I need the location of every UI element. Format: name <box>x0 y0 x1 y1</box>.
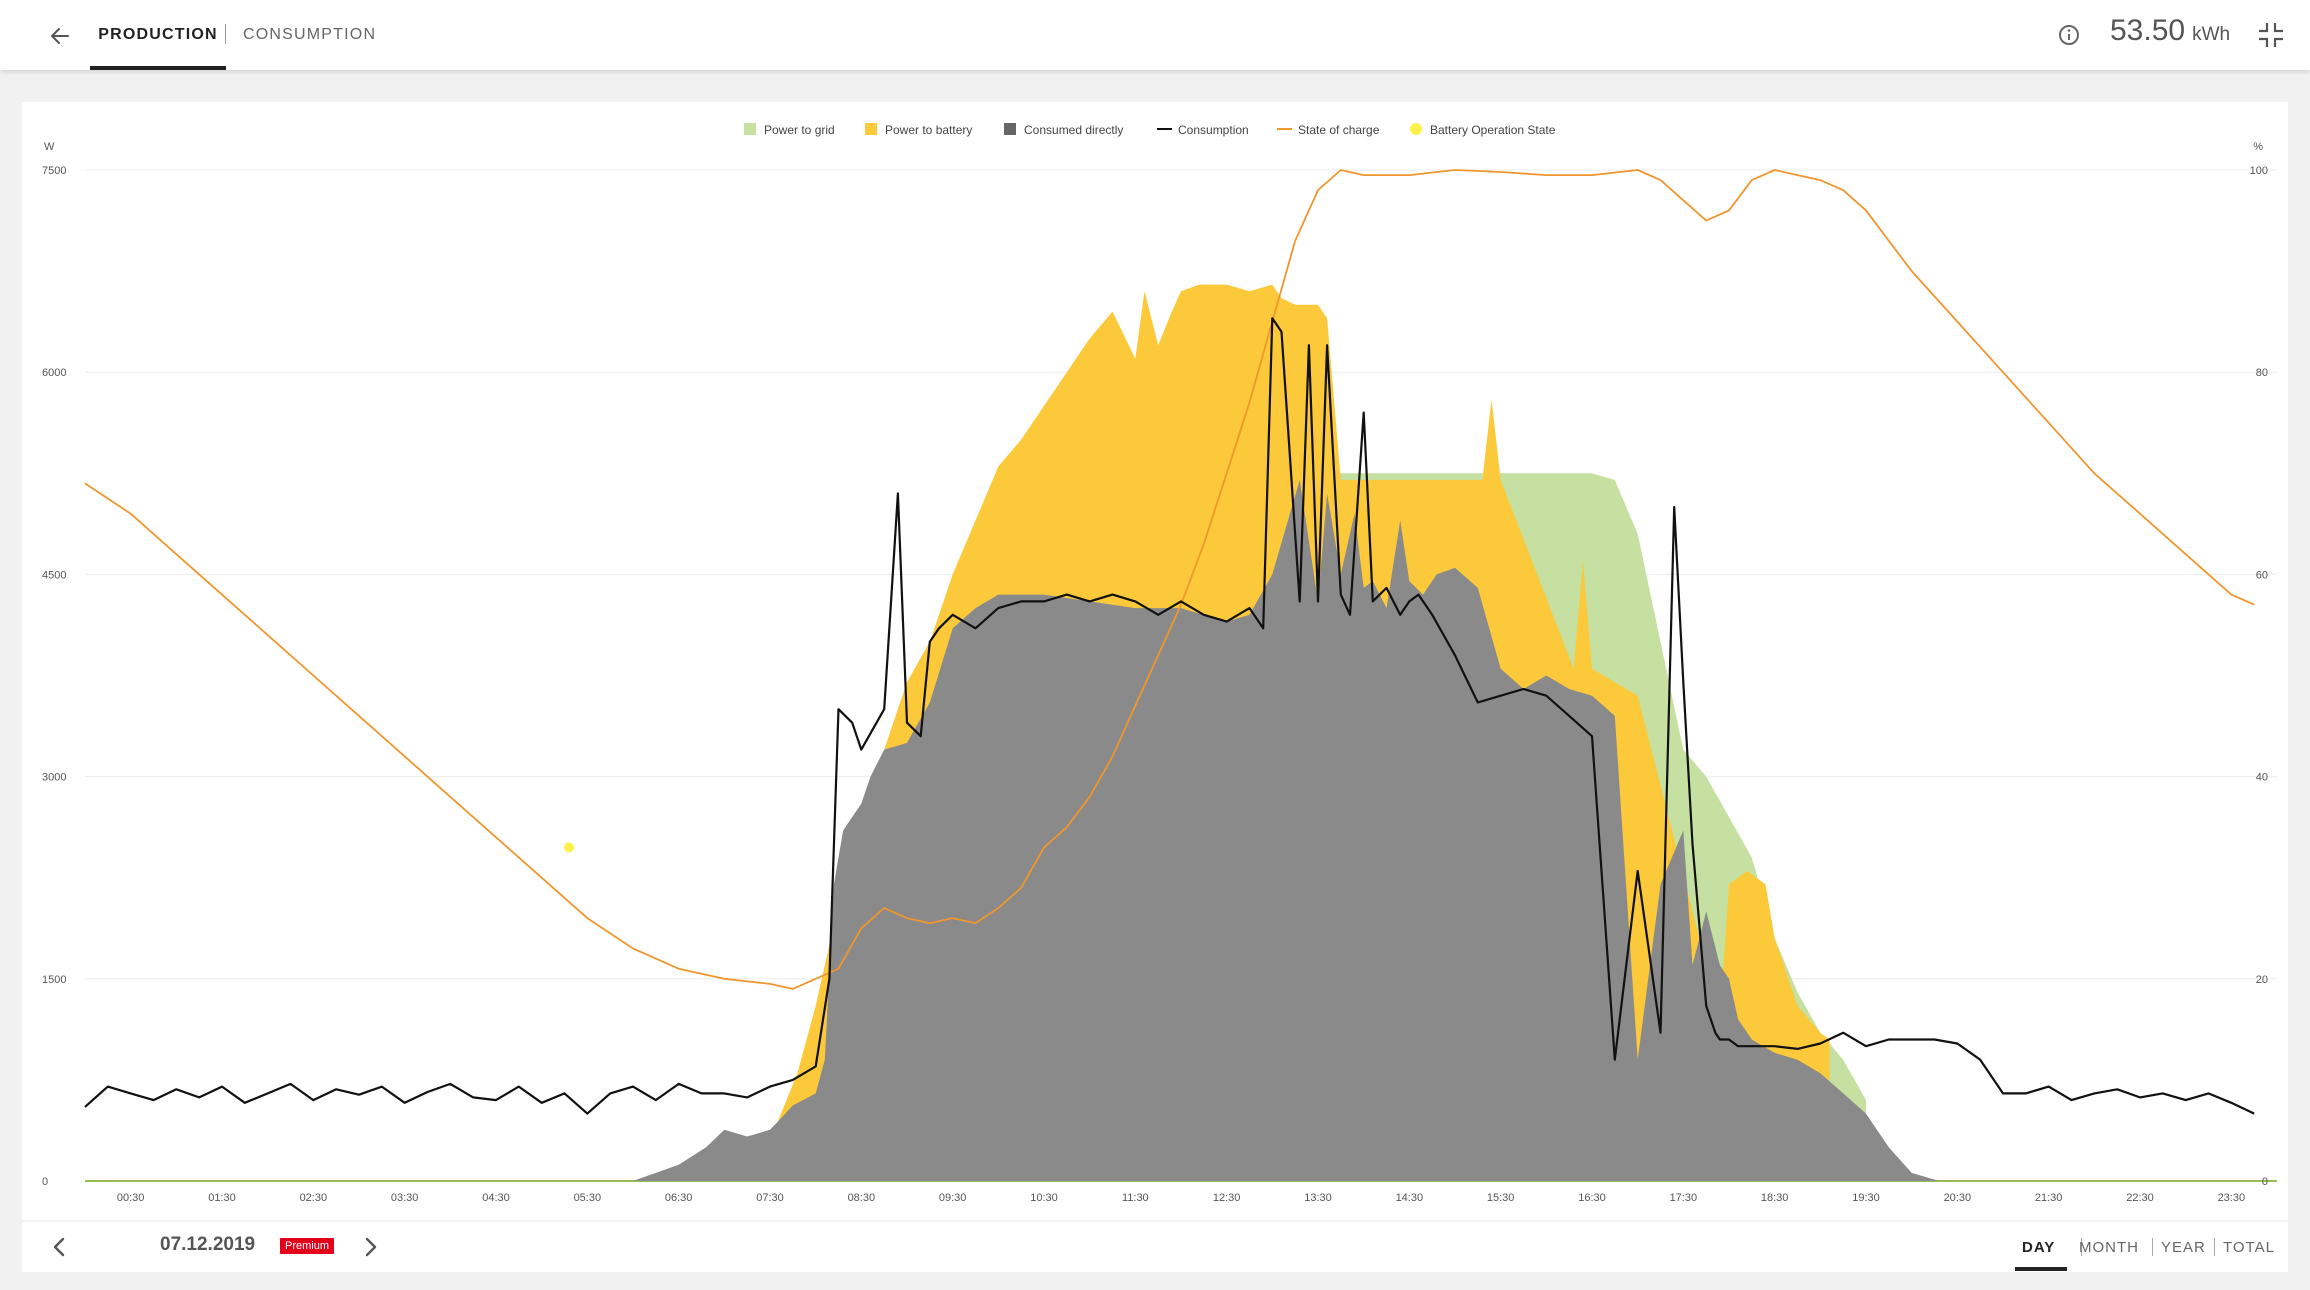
active-period-indicator <box>2015 1267 2067 1271</box>
x-tick-label: 12:30 <box>1213 1192 1241 1204</box>
tab-consumption[interactable]: CONSUMPTION <box>243 0 376 70</box>
x-tick-label: 09:30 <box>939 1192 967 1204</box>
y-right-tick-label: 100 <box>2250 165 2268 177</box>
next-day-button[interactable] <box>354 1230 388 1264</box>
x-tick-label: 06:30 <box>665 1192 693 1204</box>
legend-label: Battery Operation State <box>1430 123 1556 137</box>
previous-day-button[interactable] <box>42 1230 76 1264</box>
y-left-tick-label: 1500 <box>42 974 66 986</box>
series-consumption <box>84 317 2255 1115</box>
x-tick-label: 15:30 <box>1487 1192 1515 1204</box>
chart-lines <box>84 169 2255 1115</box>
production-chart: 0 0 1500 20 3000 40 4500 60 6000 80 7500 100 W % 00:30… <box>42 123 2277 1204</box>
total-energy: 53.50 kWh <box>2110 14 2230 54</box>
legend-label: State of charge <box>1298 123 1380 137</box>
battery-operation-state-marker <box>564 842 575 853</box>
tab-consumption-label: CONSUMPTION <box>243 26 377 43</box>
x-tick-label: 16:30 <box>1578 1192 1606 1204</box>
period-divider <box>2081 1238 2082 1256</box>
total-energy-value: 53.50 <box>2110 14 2186 47</box>
y-left-tick-label: 6000 <box>42 367 66 379</box>
chart-legend: Power to grid Power to battery Consumed di… <box>744 123 1556 137</box>
y-right-unit: % <box>2253 141 2263 153</box>
x-tick-label: 20:30 <box>1944 1192 1972 1204</box>
x-tick-label: 07:30 <box>756 1192 784 1204</box>
period-year[interactable]: YEAR <box>2161 1238 2206 1256</box>
y-right-tick-label: 80 <box>2256 367 2268 379</box>
chevron-right-icon <box>365 1237 377 1257</box>
x-tick-label: 22:30 <box>2126 1192 2154 1204</box>
back-arrow-icon <box>51 28 69 44</box>
period-divider <box>2152 1238 2153 1256</box>
y-left-tick-label: 7500 <box>42 165 66 177</box>
premium-badge: Premium <box>280 1238 335 1254</box>
chart-areas <box>85 284 2277 1182</box>
collapse-button[interactable] <box>2256 20 2286 50</box>
x-tick-label: 19:30 <box>1852 1192 1880 1204</box>
legend-swatch <box>1004 123 1016 135</box>
x-tick-label: 10:30 <box>1030 1192 1058 1204</box>
legend-label: Consumption <box>1178 123 1249 137</box>
legend-swatch <box>744 123 756 135</box>
info-icon <box>2059 25 2079 45</box>
y-left-tick-label: 0 <box>42 1176 48 1188</box>
x-tick-label: 18:30 <box>1761 1192 1789 1204</box>
x-tick-label: 13:30 <box>1304 1192 1332 1204</box>
bottom-bar: 07.12.2019 Premium DAY MONTH YEAR TOTAL <box>22 1222 2288 1272</box>
period-day[interactable]: DAY <box>2022 1238 2056 1256</box>
y-left-unit: W <box>44 141 55 153</box>
x-tick-label: 00:30 <box>117 1192 145 1204</box>
x-tick-label: 17:30 <box>1670 1192 1698 1204</box>
y-right-tick-label: 40 <box>2256 772 2268 784</box>
y-left-tick-label: 4500 <box>42 569 66 581</box>
x-tick-label: 01:30 <box>208 1192 236 1204</box>
active-tab-indicator <box>90 66 226 70</box>
y-right-tick-label: 0 <box>2262 1176 2268 1188</box>
period-divider <box>2214 1238 2215 1256</box>
legend-swatch <box>865 123 877 135</box>
tab-production-label: PRODUCTION <box>98 26 218 43</box>
collapse-icon <box>2259 23 2283 47</box>
y-right-tick-label: 60 <box>2256 569 2268 581</box>
chevron-left-icon <box>53 1237 65 1257</box>
chart-axes: 0 0 1500 20 3000 40 4500 60 6000 80 7500 100 W % 00:30… <box>42 141 2268 1204</box>
x-tick-label: 02:30 <box>300 1192 328 1204</box>
series-state-of-charge <box>84 169 2255 990</box>
x-tick-label: 11:30 <box>1122 1192 1149 1204</box>
x-tick-label: 08:30 <box>848 1192 876 1204</box>
x-tick-label: 04:30 <box>482 1192 510 1204</box>
y-left-tick-label: 3000 <box>42 772 66 784</box>
x-tick-label: 05:30 <box>574 1192 602 1204</box>
y-right-tick-label: 20 <box>2256 974 2268 986</box>
legend-label: Power to grid <box>764 123 835 137</box>
tab-divider <box>225 24 226 44</box>
x-tick-label: 14:30 <box>1396 1192 1424 1204</box>
period-month[interactable]: MONTH <box>2079 1238 2139 1256</box>
total-energy-unit: kWh <box>2192 24 2231 45</box>
period-total[interactable]: TOTAL <box>2223 1238 2275 1256</box>
tab-production[interactable]: PRODUCTION <box>90 0 226 70</box>
back-button[interactable] <box>40 16 80 56</box>
info-button[interactable] <box>2056 22 2082 48</box>
chart-card: 0 0 1500 20 3000 40 4500 60 6000 80 7500 100 W% 00:30… <box>22 102 2288 1220</box>
legend-swatch <box>1410 123 1422 135</box>
x-tick-label: 21:30 <box>2035 1192 2063 1204</box>
x-tick-label: 03:30 <box>391 1192 419 1204</box>
legend-label: Consumed directly <box>1024 123 1123 137</box>
series-consumed-directly <box>633 480 1940 1181</box>
legend-label: Power to battery <box>885 123 972 137</box>
x-tick-label: 23:30 <box>2218 1192 2246 1204</box>
top-bar: PRODUCTION CONSUMPTION 53.50 kWh <box>0 0 2310 70</box>
date-label[interactable]: 07.12.2019 <box>160 1234 256 1255</box>
